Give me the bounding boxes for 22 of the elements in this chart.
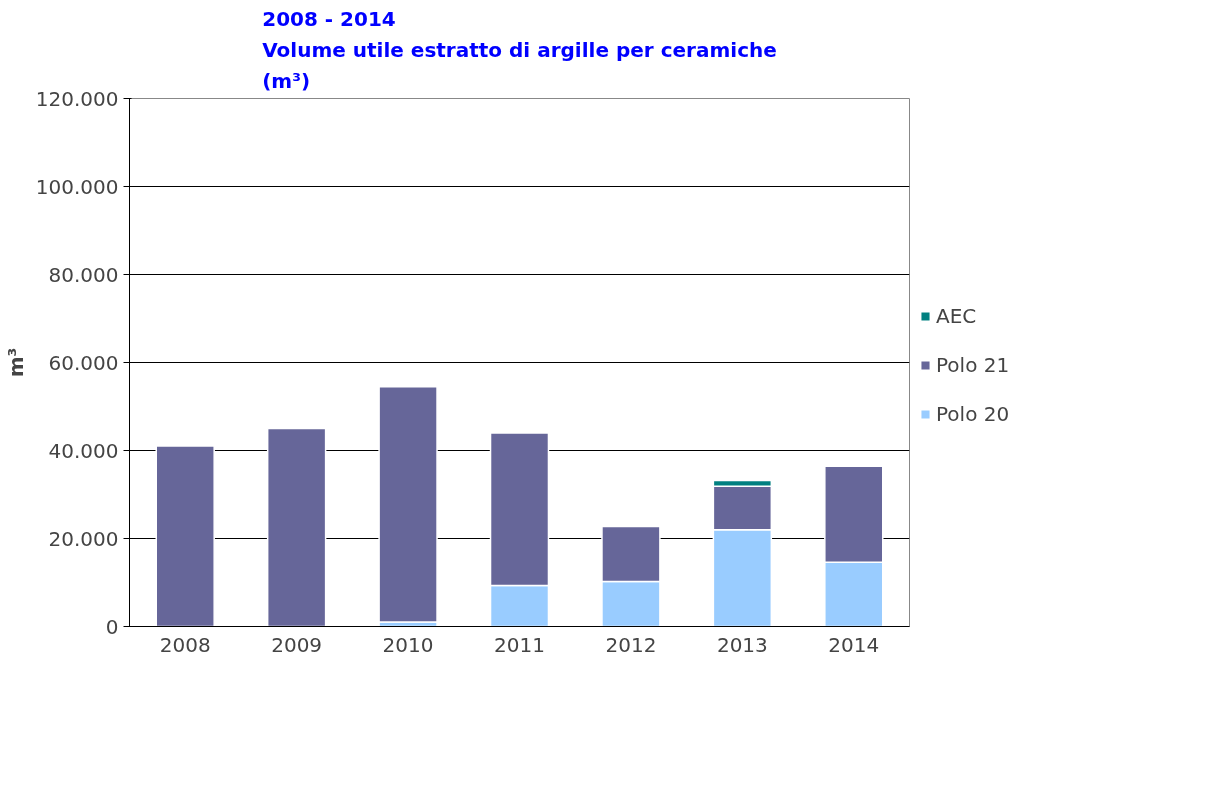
y-tick-label: 0 — [105, 614, 119, 639]
chart-title: 2008 - 2014 Volume utile estratto di argille per ceramiche (m³) — [262, 7, 777, 94]
y-tick-label: 20.000 — [48, 526, 119, 551]
bar — [378, 385, 438, 623]
x-tick-label: 2010 — [382, 632, 434, 657]
legend-label: AEC — [936, 304, 977, 328]
y-axis-title: m³ — [3, 347, 28, 378]
y-tick-label: 120.000 — [35, 86, 119, 111]
y-tick-label: 40.000 — [48, 438, 119, 463]
bar — [266, 427, 327, 627]
legend-label: Polo 21 — [936, 353, 1010, 377]
x-tick-label: 2009 — [271, 632, 323, 657]
x-tick-label: 2013 — [716, 632, 768, 657]
y-tick-label: 100.000 — [35, 174, 119, 199]
x-tick-label: 2012 — [605, 632, 657, 657]
x-tick-label: 2011 — [494, 632, 545, 657]
x-tick-label: 2014 — [828, 632, 880, 657]
bar — [155, 445, 215, 627]
legend-label: Polo 20 — [936, 402, 1010, 426]
x-tick-label: 2008 — [159, 632, 211, 657]
y-tick-label: 60.000 — [48, 350, 119, 375]
y-tick-label: 80.000 — [48, 262, 119, 287]
